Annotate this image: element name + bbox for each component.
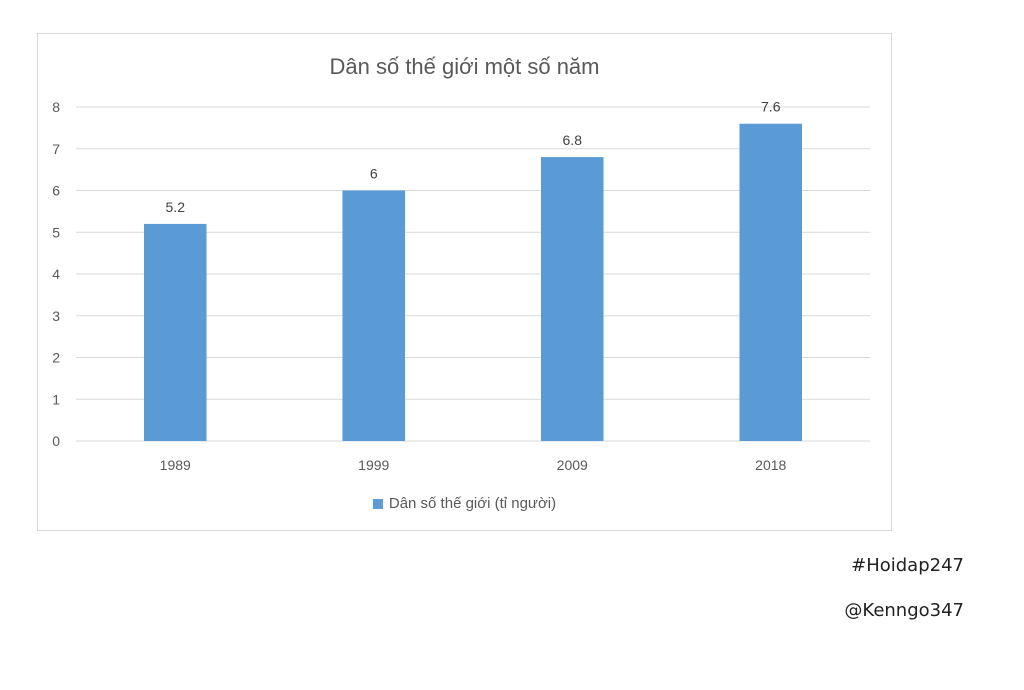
data-label: 7.6 bbox=[761, 99, 781, 115]
x-tick-label: 2009 bbox=[557, 457, 588, 473]
y-tick-label: 2 bbox=[52, 350, 60, 366]
bar bbox=[739, 123, 803, 441]
y-tick-label: 0 bbox=[52, 433, 60, 449]
x-tick-label: 1999 bbox=[358, 457, 389, 473]
data-label: 6.8 bbox=[563, 132, 583, 148]
x-tick-label: 2018 bbox=[755, 457, 786, 473]
y-tick-label: 8 bbox=[52, 99, 60, 115]
y-tick-label: 7 bbox=[52, 141, 60, 157]
y-tick-label: 6 bbox=[52, 183, 60, 199]
y-tick-label: 4 bbox=[52, 266, 60, 282]
data-label: 5.2 bbox=[166, 199, 186, 215]
bar-chart: 0 1 2 3 4 5 6 7 8 5.2 1989 6 1999 6.8 2009 7.6 2018 bbox=[52, 99, 870, 473]
data-label: 6 bbox=[370, 166, 378, 182]
chart-title: Dân số thế giới một số năm bbox=[329, 54, 600, 79]
bar bbox=[342, 190, 406, 441]
y-tick-label: 5 bbox=[52, 224, 60, 240]
hashtag-watermark: #Hoidap247 bbox=[851, 555, 964, 576]
bar bbox=[143, 223, 207, 441]
y-tick-label: 3 bbox=[52, 308, 60, 324]
chart-frame: 0 1 2 3 4 5 6 7 8 5.2 1989 6 1999 6.8 2009 7.6 2018 Dân … bbox=[37, 33, 892, 531]
bar bbox=[540, 157, 604, 441]
legend: Dân số thế giới (tỉ người) bbox=[38, 495, 891, 512]
legend-label: Dân số thế giới (tỉ người) bbox=[388, 495, 557, 512]
x-tick-label: 1989 bbox=[160, 457, 191, 473]
legend-swatch bbox=[372, 498, 383, 509]
y-tick-label: 1 bbox=[52, 391, 60, 407]
username-watermark: @Kenngo347 bbox=[844, 600, 964, 621]
